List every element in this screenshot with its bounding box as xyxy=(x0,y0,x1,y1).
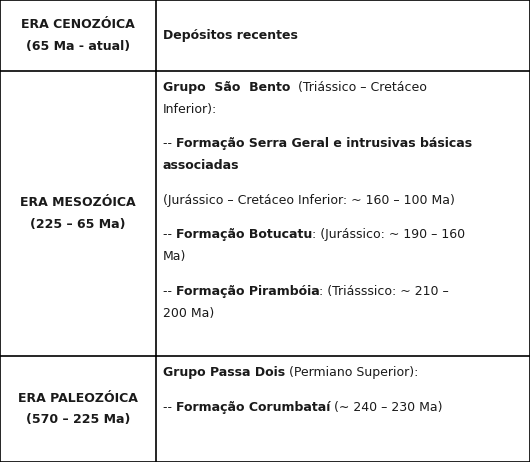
Text: associadas: associadas xyxy=(163,159,239,172)
Text: Inferior):: Inferior): xyxy=(163,103,217,116)
Text: 200 Ma): 200 Ma) xyxy=(163,307,214,320)
Text: : (Triásssico: ~ 210 –: : (Triásssico: ~ 210 – xyxy=(320,285,449,298)
Text: (225 – 65 Ma): (225 – 65 Ma) xyxy=(30,218,126,231)
Text: --: -- xyxy=(163,285,176,298)
Text: Formação Pirambóia: Formação Pirambóia xyxy=(176,285,320,298)
Text: (570 – 225 Ma): (570 – 225 Ma) xyxy=(26,413,130,426)
Text: ERA PALEOZÓICA: ERA PALEOZÓICA xyxy=(18,392,138,405)
Text: --: -- xyxy=(163,137,176,150)
Text: Depósitos recentes: Depósitos recentes xyxy=(163,29,297,42)
Text: (Jurássico – Cretáceo Inferior: ~ 160 – 100 Ma): (Jurássico – Cretáceo Inferior: ~ 160 – … xyxy=(163,194,455,207)
Text: (Permiano Superior):: (Permiano Superior): xyxy=(285,366,418,379)
Text: Formação Corumbataí: Formação Corumbataí xyxy=(176,401,330,414)
Text: Ma): Ma) xyxy=(163,250,186,263)
Text: (Triássico – Cretáceo: (Triássico – Cretáceo xyxy=(290,81,427,94)
Text: Grupo  São  Bento: Grupo São Bento xyxy=(163,81,290,94)
Text: (65 Ma - atual): (65 Ma - atual) xyxy=(26,40,130,53)
Text: --: -- xyxy=(163,228,176,241)
Text: ERA MESOZÓICA: ERA MESOZÓICA xyxy=(20,196,136,209)
Text: : (Jurássico: ~ 190 – 160: : (Jurássico: ~ 190 – 160 xyxy=(312,228,465,241)
Text: Formação Serra Geral e intrusivas básicas: Formação Serra Geral e intrusivas básica… xyxy=(176,137,472,150)
Text: (∼ 240 – 230 Ma): (∼ 240 – 230 Ma) xyxy=(330,401,443,414)
Text: ERA CENOZÓICA: ERA CENOZÓICA xyxy=(21,18,135,31)
Text: Grupo Passa Dois: Grupo Passa Dois xyxy=(163,366,285,379)
Text: Formação Botucatu: Formação Botucatu xyxy=(176,228,312,241)
Text: --: -- xyxy=(163,401,176,414)
